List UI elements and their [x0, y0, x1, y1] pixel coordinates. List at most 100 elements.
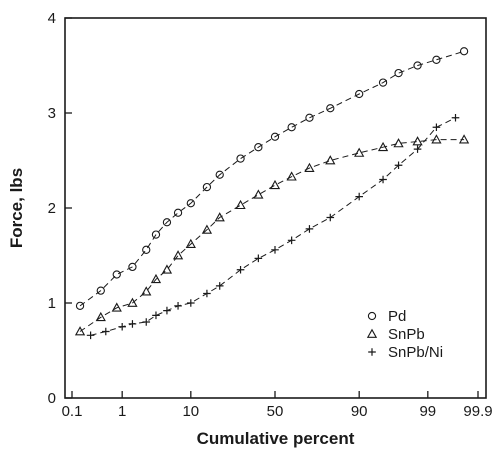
point-snpb	[235, 199, 246, 210]
point-snpb-ni	[326, 213, 335, 222]
point-pd	[112, 270, 121, 279]
point-snpb-ni	[379, 175, 387, 184]
x-tick-label: 0.1	[62, 403, 83, 420]
point-snpb	[393, 138, 404, 148]
point-snpb-ni	[142, 318, 151, 326]
x-tick-label: 10	[182, 403, 199, 420]
point-pd	[394, 68, 403, 78]
point-snpb-ni	[101, 327, 110, 336]
point-snpb	[141, 286, 152, 296]
series-snpb-ni	[86, 113, 460, 340]
x-tick-label: 99.9	[463, 403, 492, 420]
point-pd	[75, 301, 85, 310]
point-snpb	[269, 179, 281, 190]
x-tick-label: 50	[267, 403, 284, 420]
legend-label-snpb-ni: SnPb/Ni	[388, 344, 443, 361]
point-snpb-ni	[174, 302, 182, 310]
point-snpb	[412, 136, 423, 146]
point-snpb-ni	[305, 225, 314, 233]
y-tick-label: 4	[48, 10, 56, 27]
y-tick-label: 3	[48, 105, 56, 122]
point-snpb-ni	[236, 265, 245, 274]
point-snpb	[458, 134, 470, 144]
point-pd	[459, 47, 469, 56]
point-snpb-ni	[287, 236, 296, 245]
point-snpb	[201, 224, 213, 234]
fit-line-pd	[79, 50, 465, 307]
fit-lines	[79, 50, 465, 336]
point-pd	[287, 123, 296, 132]
point-pd	[270, 132, 280, 141]
point-snpb-ni	[451, 113, 460, 122]
point-snpb-ni	[128, 320, 137, 328]
point-pd	[162, 218, 172, 227]
fit-line-snpb	[79, 139, 465, 332]
x-axis: 0.1 1 10 50 90 99 99.9	[62, 391, 493, 420]
point-snpb-ni	[413, 145, 422, 153]
point-snpb	[74, 326, 86, 336]
point-pd	[128, 262, 137, 272]
point-snpb-ni	[254, 254, 263, 263]
fit-line-snpb-ni	[90, 117, 456, 336]
point-pd	[96, 286, 105, 295]
point-pd	[236, 154, 245, 163]
series-snpb	[74, 134, 470, 336]
legend-label-snpb: SnPb	[388, 326, 425, 343]
point-snpb	[286, 171, 297, 181]
point-pd	[173, 208, 183, 217]
legend-label-pd: Pd	[388, 308, 406, 325]
point-snpb	[127, 297, 138, 307]
point-pd	[202, 182, 212, 192]
point-snpb-ni	[152, 311, 160, 320]
point-pd	[326, 104, 335, 113]
point-snpb	[150, 273, 162, 284]
point-snpb	[304, 162, 315, 173]
x-axis-title: Cumulative percent	[197, 429, 355, 448]
y-tick-label: 2	[48, 200, 56, 217]
point-pd	[215, 170, 224, 179]
point-snpb-ni	[215, 282, 224, 290]
x-tick-label: 1	[118, 403, 126, 420]
data-points	[74, 47, 470, 340]
point-pd	[186, 199, 195, 208]
point-snpb	[111, 302, 122, 312]
x-tick-label: 90	[351, 403, 368, 420]
legend-marker-snpb	[366, 328, 378, 338]
point-snpb-ni	[163, 306, 171, 315]
y-axis-title: Force, lbs	[7, 168, 26, 248]
point-snpb-ni	[187, 299, 195, 307]
point-pd	[305, 113, 314, 122]
point-snpb	[431, 134, 442, 144]
point-pd	[432, 55, 441, 64]
point-snpb-ni	[86, 331, 95, 340]
point-snpb	[214, 212, 225, 222]
point-snpb-ni	[271, 246, 279, 254]
point-snpb	[325, 155, 336, 165]
point-snpb-ni	[203, 289, 211, 298]
point-snpb-ni	[394, 161, 403, 170]
series-pd	[75, 47, 469, 310]
legend-marker-pd	[367, 311, 377, 321]
point-pd	[355, 89, 364, 99]
point-snpb	[377, 141, 389, 152]
x-tick-label: 99	[419, 403, 436, 420]
legend-marker-snpb-ni	[368, 348, 376, 356]
point-pd	[142, 245, 151, 254]
point-snpb	[185, 238, 196, 249]
point-snpb	[354, 147, 365, 157]
point-snpb-ni	[432, 123, 441, 132]
point-snpb-ni	[118, 322, 126, 331]
point-snpb	[161, 264, 173, 274]
point-snpb	[95, 311, 106, 322]
point-snpb	[253, 189, 264, 199]
y-tick-label: 1	[48, 295, 56, 312]
y-axis: 0 1 2 3 4	[48, 10, 72, 407]
y-tick-label: 0	[48, 390, 56, 407]
point-pd	[151, 230, 161, 239]
point-pd	[413, 61, 422, 70]
point-snpb-ni	[355, 192, 363, 201]
point-pd	[378, 78, 388, 87]
point-snpb	[172, 250, 184, 260]
